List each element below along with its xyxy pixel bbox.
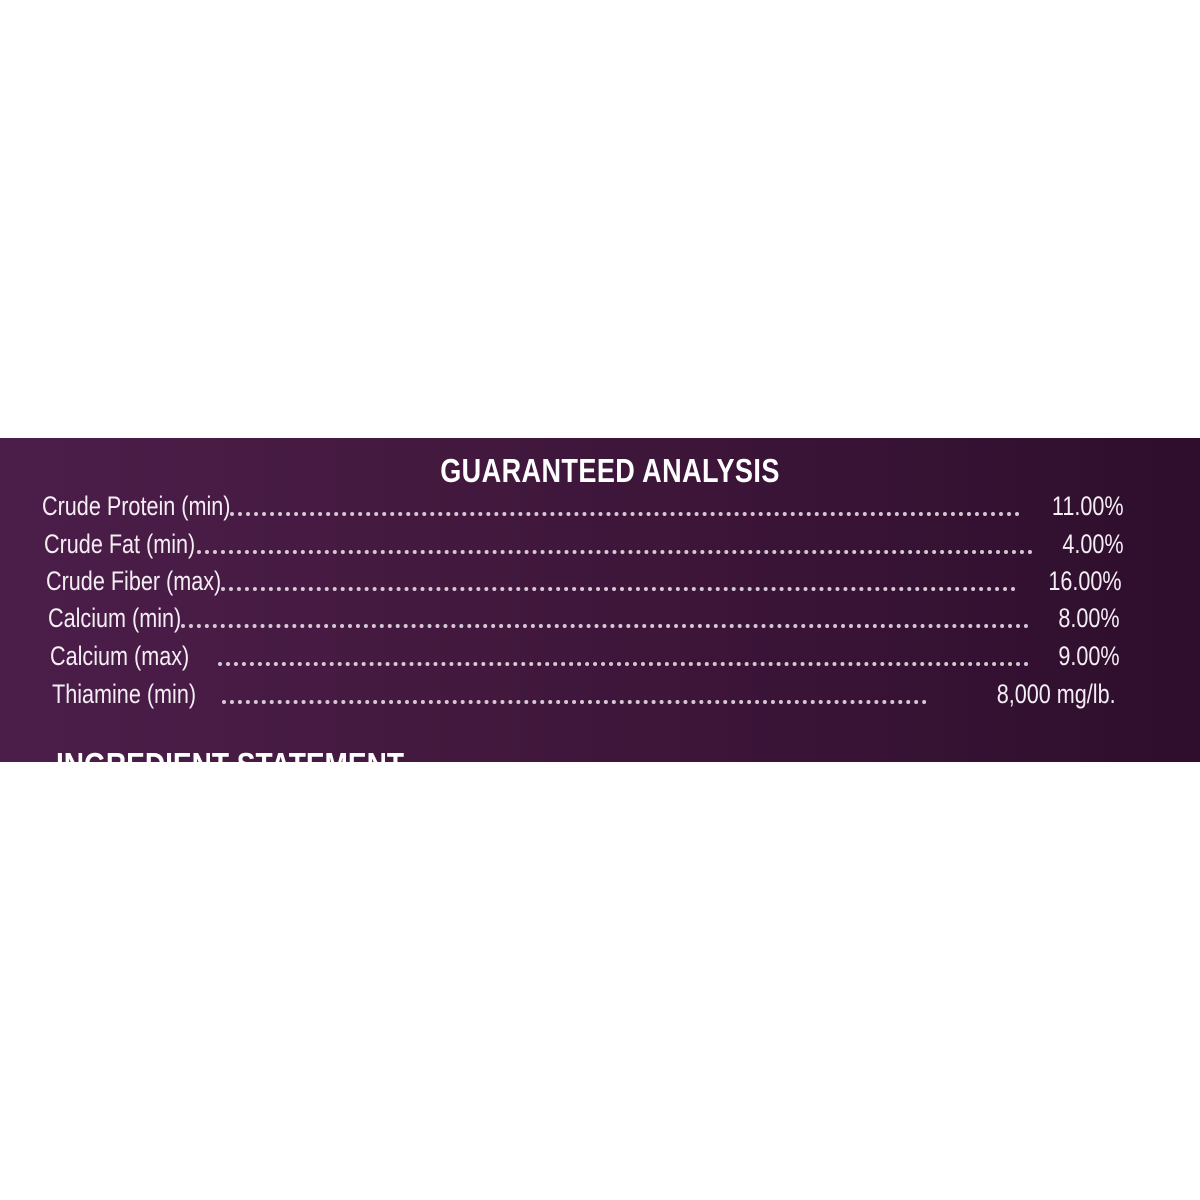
ingredient-statement-heading: INGREDIENT STATEMENT <box>56 746 404 762</box>
row-label: Crude Fat (min) <box>44 529 196 559</box>
row-value: 4.00% <box>1062 529 1124 559</box>
analysis-row: Crude Fiber (max) 16.00% <box>46 563 1122 597</box>
row-value: 11.00% <box>1052 491 1124 521</box>
row-value: 8,000 mg/lb. <box>997 679 1116 709</box>
analysis-row: Crude Fat (min) 4.00% <box>44 526 1124 560</box>
row-label: Thiamine (min) <box>52 679 197 709</box>
dot-leader <box>229 512 1021 516</box>
dot-leader <box>197 550 1034 554</box>
row-value: 16.00% <box>1048 566 1122 596</box>
row-label: Calcium (max) <box>50 641 190 671</box>
guaranteed-analysis-label: GUARANTEED ANALYSIS Crude Protein (min) … <box>0 438 1200 762</box>
analysis-row: Thiamine (min) 8,000 mg/lb. <box>52 676 1116 710</box>
row-label: Calcium (min) <box>48 603 182 633</box>
row-label: Crude Fiber (max) <box>46 566 222 596</box>
row-value: 9.00% <box>1058 641 1120 671</box>
analysis-title: GUARANTEED ANALYSIS <box>440 452 780 489</box>
analysis-row: Crude Protein (min) 11.00% <box>42 488 1124 522</box>
dot-leader <box>222 700 928 704</box>
row-label: Crude Protein (min) <box>42 491 231 521</box>
dot-leader <box>218 662 1030 666</box>
dot-leader <box>221 587 1017 591</box>
row-value: 8.00% <box>1058 603 1120 633</box>
analysis-row: Calcium (min) 8.00% <box>48 600 1120 634</box>
analysis-row: Calcium (max) 9.00% <box>50 638 1120 672</box>
dot-leader <box>180 624 1030 628</box>
